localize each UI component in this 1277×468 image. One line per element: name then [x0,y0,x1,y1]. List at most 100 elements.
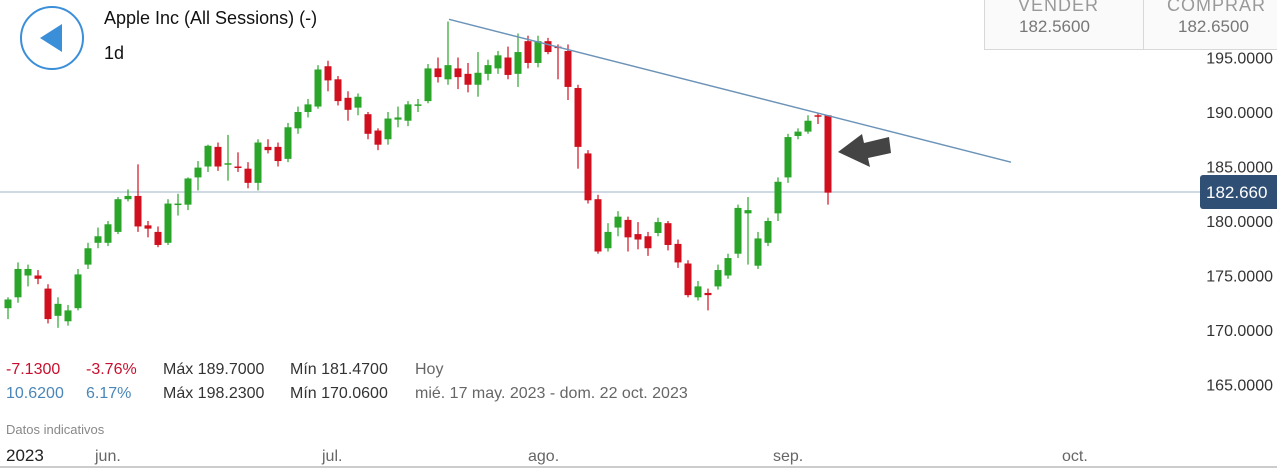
candle-up [414,104,422,106]
candle-down [234,166,242,168]
candle-up [104,224,112,243]
y-tick-label: 175.0000 [1206,269,1273,286]
y-tick-label: 190.0000 [1206,105,1273,122]
candle-up [484,65,492,74]
annotation-arrow-icon [838,134,891,167]
candle-up [284,127,292,159]
candle-down [274,146,282,162]
y-tick-label: 165.0000 [1206,378,1273,395]
x-tick-label: oct. [1062,448,1088,465]
range-change: 10.6200 [6,385,64,402]
candle-up [784,137,792,178]
candle-up [804,120,812,132]
candle-up [694,286,702,298]
y-tick-label: 195.0000 [1206,51,1273,68]
candle-down [684,263,692,296]
candle-down [324,66,332,81]
candle-down [144,225,152,229]
candle-up [224,163,232,165]
candle-down [44,288,52,320]
buy-price[interactable]: 182.6500 [1178,17,1249,36]
candle-up [394,117,402,120]
candle-down [344,97,352,110]
candle-down [644,236,652,249]
x-tick-label: jun. [94,448,121,465]
candle-down [434,68,442,78]
candle-up [4,299,12,309]
candle-down [154,231,162,245]
candle-down [504,57,512,75]
candle-down [814,115,822,117]
candle-up [474,72,482,85]
candle-up [354,96,362,108]
today-change: -7.1300 [6,361,61,378]
last-price-badge [1200,175,1277,210]
trendline[interactable] [448,18,1012,163]
candle-up [734,207,742,254]
last-price-value: 182.660 [1206,183,1267,202]
candle-down [34,275,42,279]
candle-up [604,231,612,249]
candle-down [664,223,672,245]
sell-label[interactable]: VENDER [1018,0,1100,15]
candle-up [74,274,82,309]
candle-down [574,88,582,147]
candle-up [294,112,302,129]
y-tick-label: 185.0000 [1206,160,1273,177]
candle-down [464,73,472,85]
candle-up [764,221,772,243]
candle-up [114,199,122,232]
buy-label[interactable]: COMPRAR [1167,0,1267,15]
indicative-data-note: Datos indicativos [6,422,105,437]
candle-up [724,258,732,276]
candle-up [744,210,752,214]
candle-down [544,41,552,53]
candle-up [84,248,92,265]
candle-down [564,50,572,87]
today-change-pct: -3.76% [86,361,137,378]
candle-down [674,243,682,263]
candle-up [534,41,542,63]
candle-down [524,41,532,63]
candle-up [124,195,132,200]
candle-down [824,115,832,193]
candle-up [24,268,32,276]
candle-up [54,303,62,316]
back-button[interactable] [20,6,84,70]
quote-panel [984,0,1277,50]
range-max: Máx 198.2300 [163,385,265,402]
candle-down [454,68,462,78]
candle-down [334,79,342,102]
candle-up [754,238,762,266]
candle-up [614,216,622,228]
candle-up [404,104,412,121]
x-axis-baseline [0,466,1277,468]
quote-divider [1143,0,1144,50]
candle-up [254,142,262,183]
candle-down [624,219,632,238]
candle-down [214,146,222,167]
candle-down [374,130,382,145]
candle-down [134,195,142,227]
x-tick-label: sep. [773,448,803,465]
x-tick-label: ago. [528,448,559,465]
interval-label[interactable]: 1d [104,43,125,63]
candle-up [14,268,22,298]
range-change-pct: 6.17% [86,385,132,402]
x-tick-label: 2023 [6,446,44,465]
candle-down [364,114,372,134]
candle-up [424,68,432,102]
candle-up [714,270,722,287]
range-period: mié. 17 may. 2023 - dom. 22 oct. 2023 [415,385,688,402]
today-max: Máx 189.7000 [163,361,265,378]
candle-up [184,178,192,205]
candle-up [304,104,312,112]
candle-up [204,145,212,167]
candle-up [314,69,322,107]
candle-up [794,131,802,136]
sell-price[interactable]: 182.5600 [1019,17,1090,36]
candle-up [384,118,392,140]
x-tick-label: jul. [321,448,342,465]
